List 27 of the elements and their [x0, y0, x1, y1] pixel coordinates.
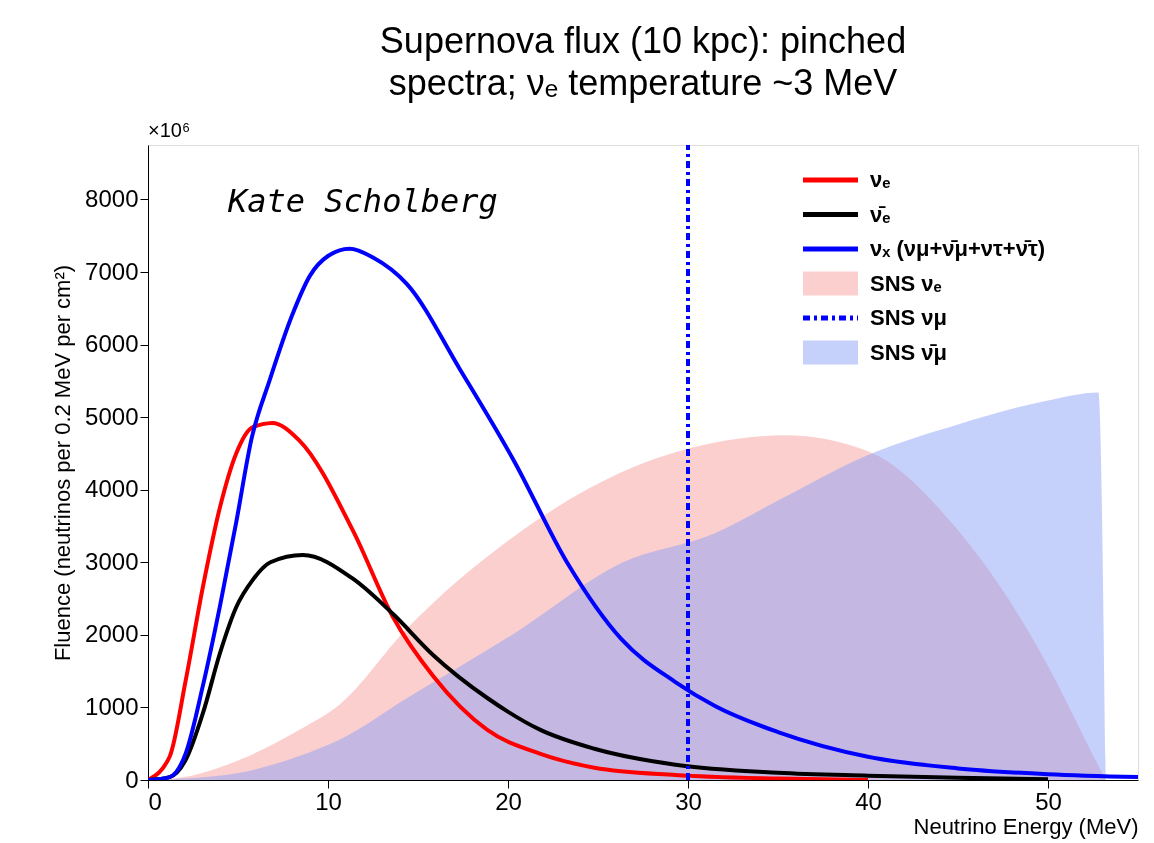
x-tick-label: 0: [148, 787, 162, 815]
y-tick-label: 3000: [85, 547, 139, 575]
x-tick-label: 10: [315, 787, 342, 815]
legend-label: ν̄ₑ: [870, 201, 891, 227]
y-tick-label: 4000: [85, 475, 139, 503]
y-tick-label: 2000: [85, 620, 139, 648]
x-tick-label: 40: [855, 787, 882, 815]
x-tick-label: 30: [675, 787, 702, 815]
x-tick-label: 20: [495, 787, 522, 815]
x-tick-label: 50: [1035, 787, 1062, 815]
y-tick-label: 0: [125, 765, 139, 793]
text: ×10⁶: [148, 119, 191, 141]
chart-title: Supernova flux (10 kpc): pinched spectra; νₑ temperature ~3 MeV: [379, 20, 907, 103]
legend-label: νₑ: [870, 167, 891, 192]
line-series: [148, 420, 870, 780]
annotation: Kate Scholberg: [227, 182, 498, 220]
y-tick-label: 7000: [85, 257, 139, 285]
legend-label: SNS νₑ: [870, 270, 942, 296]
legend-label: SNS νμ: [870, 305, 948, 330]
y-axis-title: Fluence (neutrinos per 0.2 MeV per cm²): [50, 264, 76, 662]
y-tick-label: 6000: [85, 330, 139, 358]
x-axis-title: Neutrino Energy (MeV): [913, 813, 1139, 839]
y-tick-label: 1000: [85, 692, 139, 720]
y-tick-label: 8000: [85, 184, 139, 212]
legend-label: SNS ν̄μ: [870, 339, 948, 365]
legend-label: νₓ (νμ+ν̄μ+ντ+ν̄τ): [870, 236, 1046, 261]
y-tick-label: 5000: [85, 402, 139, 430]
